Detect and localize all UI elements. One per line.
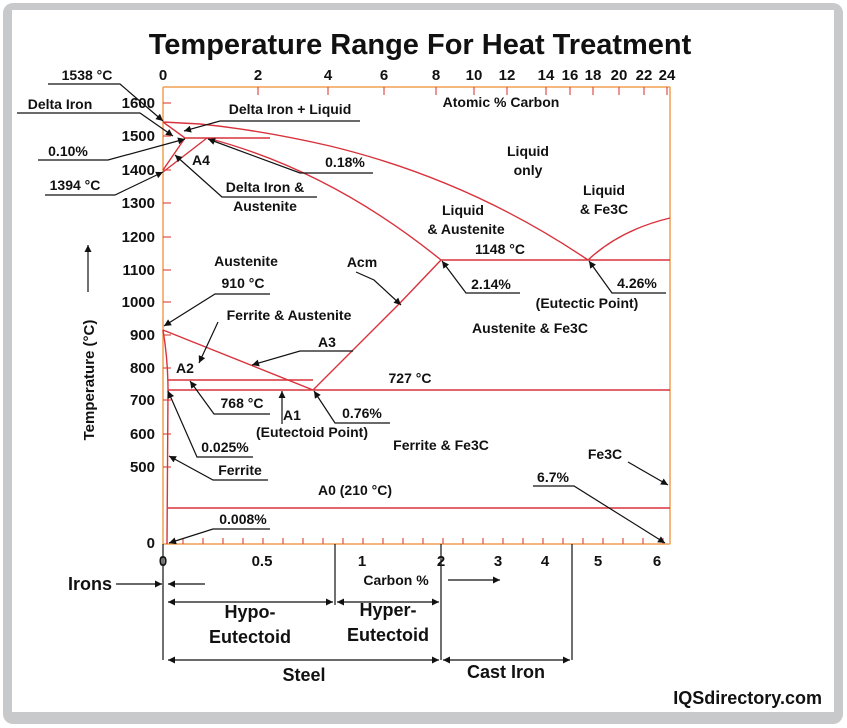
label-0-76: 0.76% — [342, 405, 382, 421]
region-liquid-fe3c: & Fe3C — [580, 201, 628, 217]
label-cast-iron: Cast Iron — [467, 662, 545, 682]
label-768: 768 °C — [221, 395, 264, 411]
top-tick: 8 — [432, 67, 440, 84]
bottom-tick: 4 — [541, 553, 550, 570]
region-liquid: only — [514, 162, 543, 178]
label-a1: A1 — [283, 407, 301, 423]
region-austenite: Austenite — [214, 253, 278, 269]
y-tick: 700 — [130, 392, 155, 409]
y-tick: 600 — [130, 426, 155, 443]
y-tick: 800 — [130, 360, 155, 377]
y-axis-labels: 1600 1500 1400 1300 1200 1100 1000 900 8… — [81, 95, 155, 552]
region-ferrite-austenite: Ferrite & Austenite — [227, 307, 352, 323]
label-0-10: 0.10% — [48, 143, 88, 159]
label-delta-liquid: Delta Iron + Liquid — [229, 101, 352, 117]
label-a2: A2 — [176, 360, 194, 376]
cementite-liquidus-line — [587, 217, 671, 261]
label-delta-austenite: Austenite — [233, 198, 297, 214]
y-tick: 900 — [130, 327, 155, 344]
y-tick: 1600 — [122, 95, 155, 112]
region-liquid-austenite: Liquid — [442, 202, 484, 218]
label-0-18: 0.18% — [325, 154, 365, 170]
label-hyper: Eutectoid — [347, 625, 429, 645]
solidus-line — [206, 137, 442, 261]
label-0-008: 0.008% — [219, 511, 267, 527]
top-tick: 18 — [585, 67, 602, 84]
region-ferrite-fe3c: Ferrite & Fe3C — [393, 437, 489, 453]
label-irons: Irons — [68, 574, 112, 594]
region-liquid-austenite: & Austenite — [427, 221, 504, 237]
region-austenite-fe3c: Austenite & Fe3C — [472, 320, 588, 336]
y-tick: 1200 — [122, 229, 155, 246]
label-hypo: Hypo- — [225, 602, 276, 622]
classification: Irons Hypo- Eutectoid Hyper- Eutectoid S… — [68, 544, 573, 685]
y-tick: 500 — [130, 459, 155, 476]
bottom-tick: 0.5 — [252, 553, 273, 570]
top-tick: 12 — [499, 67, 516, 84]
y-tick: 1400 — [122, 162, 155, 179]
frame-inner — [12, 10, 834, 712]
top-tick: 14 — [538, 67, 555, 84]
label-delta-iron: Delta Iron — [28, 96, 93, 112]
region-liquid-fe3c: Liquid — [583, 182, 625, 198]
top-axis-labels: 0 2 4 6 8 10 12 14 16 18 20 22 24 Atomic… — [159, 67, 676, 110]
top-tick: 20 — [611, 67, 628, 84]
y-tick: 1500 — [122, 128, 155, 145]
label-hypo: Eutectoid — [209, 627, 291, 647]
axis-ticks — [163, 87, 668, 544]
label-a3: A3 — [318, 334, 336, 350]
label-eutectic-point: (Eutectic Point) — [536, 295, 639, 311]
top-tick: 16 — [562, 67, 579, 84]
label-fe3c: Fe3C — [588, 446, 622, 462]
plot-axes — [162, 86, 671, 545]
top-tick: 24 — [659, 67, 676, 84]
label-a0: A0 (210 °C) — [318, 482, 392, 498]
label-1394: 1394 °C — [50, 177, 101, 193]
label-eutectoid-point: (Eutectoid Point) — [256, 424, 368, 440]
annotations: 1538 °C Delta Iron 0.10% 1394 °C Delta I… — [17, 67, 669, 545]
label-delta-austenite: Delta Iron & — [226, 179, 305, 195]
label-acm: Acm — [347, 254, 377, 270]
watermark-logo: IQSdirectory.com — [673, 688, 822, 708]
region-ferrite: Ferrite — [218, 462, 262, 478]
label-0-025: 0.025% — [201, 439, 249, 455]
top-tick: 2 — [254, 67, 262, 84]
bottom-tick: 5 — [594, 553, 602, 570]
bottom-tick: 3 — [494, 553, 502, 570]
top-tick: 10 — [466, 67, 483, 84]
label-1538: 1538 °C — [62, 67, 113, 83]
label-steel: Steel — [282, 665, 325, 685]
top-tick: 0 — [159, 67, 167, 84]
y-tick: 1300 — [122, 195, 155, 212]
label-4-26: 4.26% — [617, 275, 657, 291]
top-axis-title: Atomic % Carbon — [443, 94, 560, 110]
top-tick: 6 — [380, 67, 388, 84]
bottom-tick: 1 — [358, 553, 366, 570]
delta-austenite-line — [162, 137, 208, 173]
bottom-axis-title: Carbon % — [363, 572, 429, 588]
bottom-tick: 6 — [653, 553, 661, 570]
title: Temperature Range For Heat Treatment — [149, 29, 692, 61]
top-tick: 22 — [636, 67, 653, 84]
y-tick: 1000 — [122, 294, 155, 311]
label-6-7: 6.7% — [537, 469, 569, 485]
label-hyper: Hyper- — [359, 600, 416, 620]
label-727: 727 °C — [389, 370, 432, 386]
label-1148: 1148 °C — [475, 241, 525, 257]
label-2-14: 2.14% — [471, 276, 511, 292]
label-a4: A4 — [192, 152, 210, 168]
region-liquid: Liquid — [507, 143, 549, 159]
y-tick: 1100 — [122, 262, 155, 279]
liquidus-line — [162, 121, 589, 261]
y-tick: 0 — [147, 535, 155, 552]
y-axis-title: Temperature (°C) — [81, 320, 98, 441]
delta-line — [162, 121, 186, 139]
label-910: 910 °C — [222, 275, 265, 291]
top-tick: 4 — [324, 67, 333, 84]
